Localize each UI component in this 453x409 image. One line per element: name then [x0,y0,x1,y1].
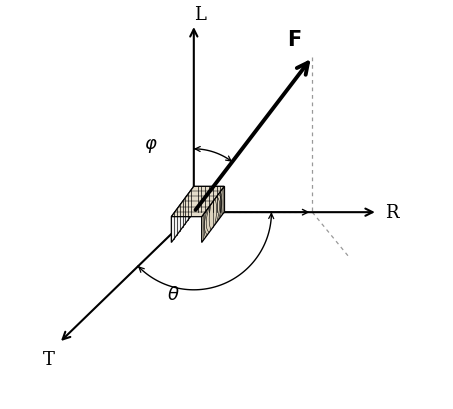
Text: T: T [43,351,55,369]
Polygon shape [171,187,224,217]
Text: $\theta$: $\theta$ [167,285,180,303]
Text: $\mathbf{F}$: $\mathbf{F}$ [287,29,301,49]
Text: $\varphi$: $\varphi$ [144,137,158,154]
Polygon shape [194,187,224,213]
Text: L: L [194,6,206,24]
Text: R: R [385,204,399,222]
Polygon shape [202,187,224,243]
Polygon shape [171,187,194,243]
